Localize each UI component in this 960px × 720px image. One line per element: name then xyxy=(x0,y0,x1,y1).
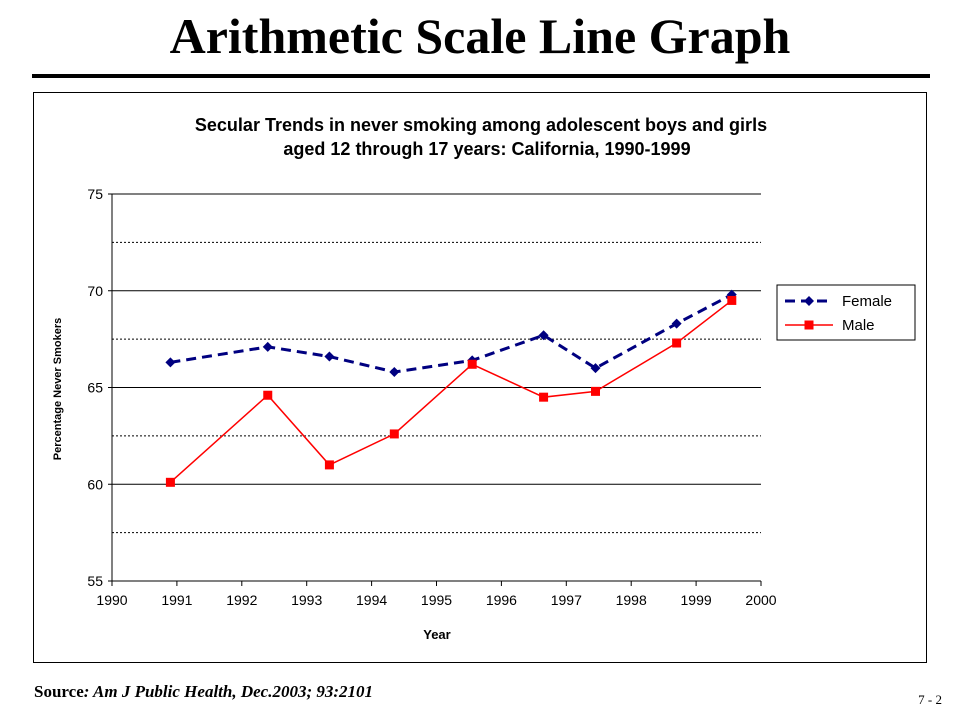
y-tick-label: 65 xyxy=(87,380,103,396)
x-tick-label: 1990 xyxy=(96,592,127,608)
point-male xyxy=(165,477,175,487)
y-tick-label: 55 xyxy=(87,573,103,589)
legend-box xyxy=(776,284,916,341)
point-male xyxy=(539,392,549,402)
source-reference: : Am J Public Health, Dec.2003; 93:2101 xyxy=(83,682,374,701)
point-male xyxy=(672,338,682,348)
point-female xyxy=(324,351,335,362)
x-tick-label: 1993 xyxy=(291,592,322,608)
x-tick-label: 1996 xyxy=(486,592,517,608)
x-tick-label: 1991 xyxy=(161,592,192,608)
series-group xyxy=(165,289,737,487)
title-divider xyxy=(32,74,930,78)
point-female xyxy=(165,357,176,368)
x-tick-label: 1998 xyxy=(616,592,647,608)
point-female xyxy=(671,318,682,329)
x-tick-label: 1999 xyxy=(681,592,712,608)
axes: 55 60 65 70 75 1990 1991 1992 1993 1994 1995 1996 19… xyxy=(87,186,776,608)
point-male xyxy=(467,359,477,369)
point-female xyxy=(538,330,549,341)
point-female xyxy=(590,363,601,374)
x-tick-label: 2000 xyxy=(745,592,776,608)
y-tick-label: 70 xyxy=(87,283,103,299)
y-axis-label: Percentage Never Smokers xyxy=(52,318,64,460)
point-male xyxy=(389,429,399,439)
chart-title-line-2: aged 12 through 17 years: California, 19… xyxy=(283,139,690,159)
gridlines xyxy=(112,193,761,534)
point-female xyxy=(389,367,400,378)
x-tick-label: 1994 xyxy=(356,592,387,608)
legend-label-male: Male xyxy=(842,317,875,334)
y-tick-label: 60 xyxy=(87,476,103,492)
point-male xyxy=(263,390,273,400)
source-citation: Source: Am J Public Health, Dec.2003; 93… xyxy=(34,682,373,702)
point-male xyxy=(324,460,334,470)
x-tick-label: 1995 xyxy=(421,592,452,608)
x-axis-label: Year xyxy=(423,627,450,642)
legend: Female Male xyxy=(776,284,916,341)
legend-label-female: Female xyxy=(842,293,892,310)
point-female xyxy=(262,341,273,352)
line-chart: Secular Trends in never smoking among ad… xyxy=(52,115,916,642)
page-number: 7 - 2 xyxy=(918,692,942,707)
x-tick-label: 1992 xyxy=(226,592,257,608)
legend-marker-male xyxy=(804,320,814,330)
series-line-male xyxy=(169,299,733,483)
chart-title-line-1: Secular Trends in never smoking among ad… xyxy=(195,115,767,135)
source-label: Source xyxy=(34,682,84,701)
point-male xyxy=(727,295,737,305)
point-male xyxy=(591,386,601,396)
y-tick-label: 75 xyxy=(87,186,103,202)
legend-marker-female xyxy=(804,296,814,306)
x-tick-label: 1997 xyxy=(551,592,582,608)
chart-frame: Secular Trends in never smoking among ad… xyxy=(33,92,927,663)
slide-title: Arithmetic Scale Line Graph xyxy=(169,8,791,64)
